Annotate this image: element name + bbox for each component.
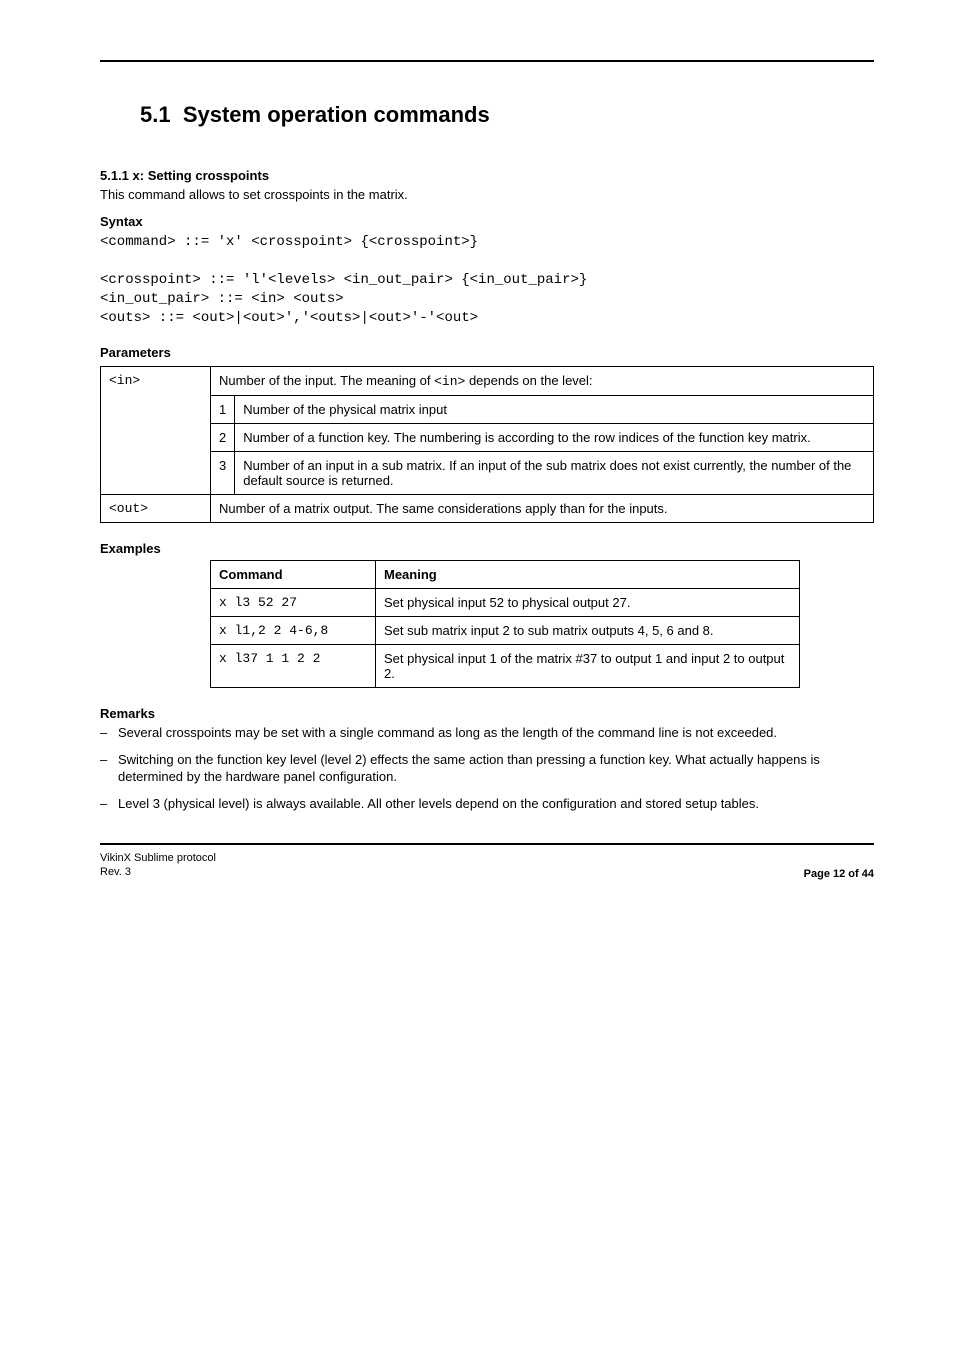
param-out-desc: Number of a matrix output. The same cons… <box>211 495 874 523</box>
example-header-meaning: Meaning <box>376 561 800 589</box>
example-meaning: Set physical input 1 of the matrix #37 t… <box>376 645 800 688</box>
level-text: Number of a function key. The numbering … <box>235 424 874 452</box>
footer-revision: Rev. 3 <box>100 866 131 878</box>
remarks-label: Remarks <box>100 706 874 721</box>
example-cmd: x l3 52 27 <box>211 589 376 617</box>
table-row: x l3 52 27 Set physical input 52 to phys… <box>211 589 800 617</box>
example-cmd: x l1,2 2 4-6,8 <box>211 617 376 645</box>
footer-page-number: Page 12 of 44 <box>804 868 874 880</box>
list-item: Level 3 (physical level) is always avail… <box>100 796 874 813</box>
command-description: This command allows to set crosspoints i… <box>100 187 874 202</box>
level-text: Number of an input in a sub matrix. If a… <box>235 452 874 495</box>
param-in-desc: Number of the input. The meaning of <in>… <box>211 367 874 396</box>
command-heading: 5.1.1 x: Setting crosspoints <box>100 168 874 183</box>
table-row: <out> Number of a matrix output. The sam… <box>101 495 874 523</box>
table-row: Command Meaning <box>211 561 800 589</box>
section-title-text: System operation commands <box>183 102 490 127</box>
top-rule <box>100 60 874 62</box>
syntax-label: Syntax <box>100 214 874 229</box>
table-row: 1 Number of the physical matrix input <box>101 396 874 424</box>
param-key-out: <out> <box>101 495 211 523</box>
footer-doc-title: VikinX Sublime protocol <box>100 852 216 864</box>
table-row: x l37 1 1 2 2 Set physical input 1 of th… <box>211 645 800 688</box>
level-text: Number of the physical matrix input <box>235 396 874 424</box>
section-number: 5.1 <box>140 102 171 127</box>
examples-table: Command Meaning x l3 52 27 Set physical … <box>210 560 800 688</box>
level-number: 1 <box>211 396 235 424</box>
remarks-list: Several crosspoints may be set with a si… <box>100 725 874 813</box>
param-in-desc-post: depends on the level: <box>465 373 592 388</box>
table-row: <in> Number of the input. The meaning of… <box>101 367 874 396</box>
examples-label: Examples <box>100 541 874 556</box>
level-number: 2 <box>211 424 235 452</box>
param-in-desc-mono: <in> <box>434 374 465 389</box>
footer-left: VikinX Sublime protocol Rev. 3 <box>100 851 216 880</box>
table-row: 2 Number of a function key. The numberin… <box>101 424 874 452</box>
param-key-in: <in> <box>101 367 211 495</box>
level-number: 3 <box>211 452 235 495</box>
example-header-command: Command <box>211 561 376 589</box>
list-item: Switching on the function key level (lev… <box>100 752 874 786</box>
param-in-desc-pre: Number of the input. The meaning of <box>219 373 434 388</box>
parameters-table: <in> Number of the input. The meaning of… <box>100 366 874 523</box>
example-meaning: Set physical input 52 to physical output… <box>376 589 800 617</box>
example-cmd: x l37 1 1 2 2 <box>211 645 376 688</box>
syntax-code: <command> ::= 'x' <crosspoint> {<crosspo… <box>100 233 874 327</box>
list-item: Several crosspoints may be set with a si… <box>100 725 874 742</box>
page-footer: VikinX Sublime protocol Rev. 3 Page 12 o… <box>100 843 874 880</box>
table-row: x l1,2 2 4-6,8 Set sub matrix input 2 to… <box>211 617 800 645</box>
section-title: 5.1 System operation commands <box>100 102 874 128</box>
example-meaning: Set sub matrix input 2 to sub matrix out… <box>376 617 800 645</box>
table-row: 3 Number of an input in a sub matrix. If… <box>101 452 874 495</box>
parameters-label: Parameters <box>100 345 874 360</box>
